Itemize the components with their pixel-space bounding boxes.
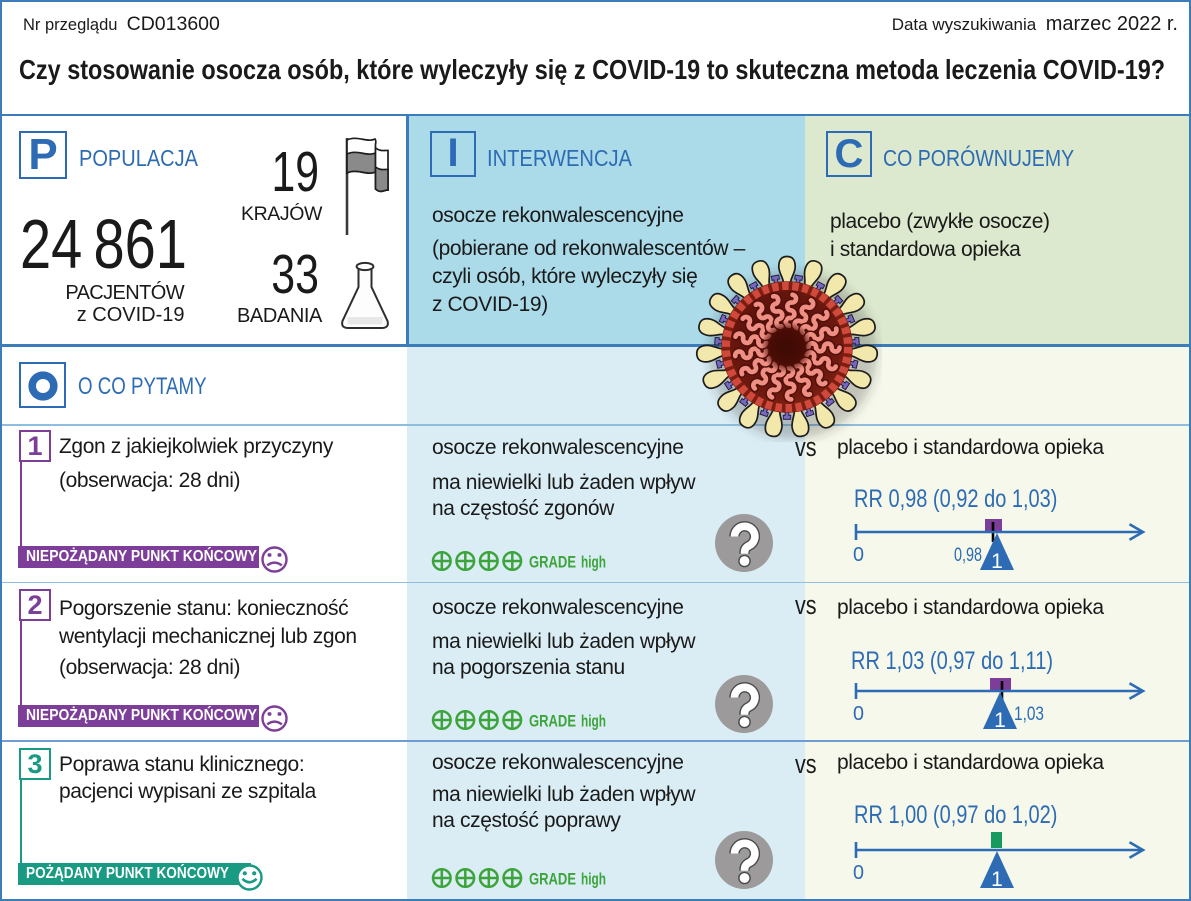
svg-text:0,98: 0,98	[954, 545, 982, 566]
svg-text:high: high	[581, 712, 606, 730]
svg-text:0: 0	[853, 862, 864, 884]
svg-text:high: high	[581, 870, 606, 888]
svg-text:1: 1	[994, 709, 1006, 732]
svg-text:GRADE: GRADE	[529, 712, 576, 730]
svg-text:high: high	[581, 554, 606, 572]
svg-text:1: 1	[991, 550, 1003, 573]
svg-text:1,03: 1,03	[1014, 704, 1044, 725]
svg-text:0: 0	[853, 703, 864, 725]
svg-text:GRADE: GRADE	[529, 554, 576, 572]
svg-text:1: 1	[991, 868, 1003, 891]
svg-text:0: 0	[853, 544, 864, 566]
svg-text:GRADE: GRADE	[529, 870, 576, 888]
